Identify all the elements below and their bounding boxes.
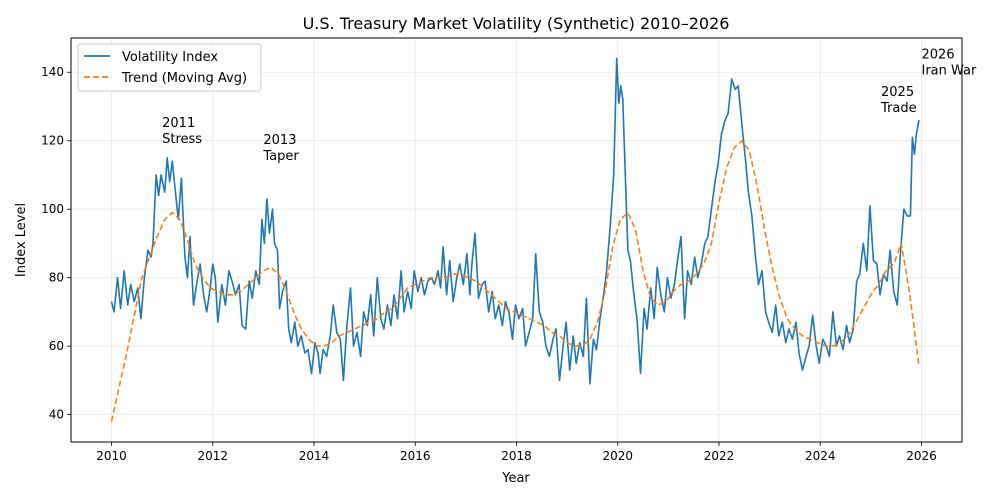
x-tick-label: 2012 [197, 449, 228, 463]
y-tick-label: 100 [41, 202, 64, 216]
legend-box [77, 43, 262, 92]
chart-title: U.S. Treasury Market Volatility (Synthet… [303, 14, 730, 33]
legend: Volatility Index Trend (Moving Avg) [77, 43, 262, 92]
y-tick-label: 120 [41, 134, 64, 148]
annotation-label: 2011 Stress [162, 116, 202, 147]
y-tick-label: 80 [49, 271, 64, 285]
x-tick-label: 2014 [299, 449, 330, 463]
x-tick-label: 2020 [602, 449, 633, 463]
series-layer [110, 57, 920, 422]
y-tick-label: 140 [41, 65, 64, 79]
annotation-label: 2013 Taper [262, 133, 299, 164]
annotation-label: 2025 Trade [880, 85, 917, 116]
x-tick-label: 2010 [96, 449, 127, 463]
legend-label-volatility: Volatility Index [122, 50, 218, 65]
volatility-index-line [110, 57, 920, 385]
annotation-label: 2026 Iran War [922, 48, 978, 79]
x-axis-label: Year [501, 471, 530, 486]
grid [71, 38, 962, 442]
x-tick-label: 2024 [805, 449, 836, 463]
trend-moving-avg-line [110, 139, 920, 422]
y-tick-label: 60 [49, 339, 64, 353]
x-tick-label: 2018 [501, 449, 532, 463]
axes: 2010 2012 2014 2016 2018 2020 2022 2024 2026 40 60… [41, 65, 937, 463]
y-tick-label: 40 [49, 408, 64, 422]
x-tick-label: 2026 [906, 449, 937, 463]
legend-label-trend: Trend (Moving Avg) [121, 71, 247, 86]
x-tick-label: 2016 [400, 449, 431, 463]
x-tick-label: 2022 [704, 449, 735, 463]
y-axis-label: Index Level [14, 203, 29, 277]
